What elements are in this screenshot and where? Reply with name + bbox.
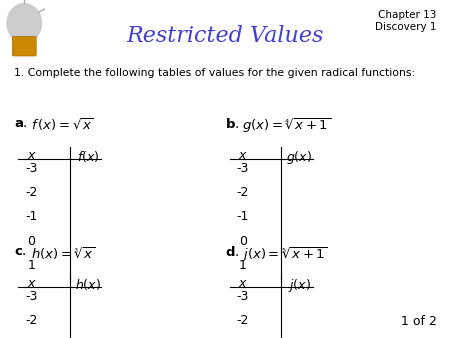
Text: $f(x)$: $f(x)$: [76, 149, 99, 164]
Text: $x$: $x$: [238, 149, 248, 162]
Text: $\mathbf{b}$.: $\mathbf{b}$.: [225, 117, 239, 130]
Text: -3: -3: [237, 290, 249, 303]
Text: -2: -2: [237, 314, 249, 327]
Text: -1: -1: [25, 210, 38, 223]
Text: Chapter 13
Discovery 1: Chapter 13 Discovery 1: [375, 10, 436, 32]
Text: 1: 1: [27, 259, 36, 272]
Text: $h(x)$: $h(x)$: [75, 277, 101, 292]
Text: $f\,(x) = \sqrt{x}$: $f\,(x) = \sqrt{x}$: [31, 117, 94, 134]
Text: 1: 1: [239, 259, 247, 272]
Text: 1. Complete the following tables of values for the given radical functions:: 1. Complete the following tables of valu…: [14, 68, 414, 78]
Text: $g(x)$: $g(x)$: [286, 149, 312, 166]
Text: -2: -2: [25, 186, 38, 199]
Text: $x$: $x$: [27, 149, 36, 162]
Text: -3: -3: [25, 290, 38, 303]
Text: 0: 0: [239, 235, 247, 247]
Text: -2: -2: [237, 186, 249, 199]
Text: -3: -3: [237, 162, 249, 174]
Text: -3: -3: [25, 162, 38, 174]
Text: $\mathbf{c}$.: $\mathbf{c}$.: [14, 245, 27, 258]
FancyBboxPatch shape: [13, 37, 36, 56]
Text: -1: -1: [237, 210, 249, 223]
Text: 0: 0: [27, 235, 36, 247]
Text: 1 of 2: 1 of 2: [400, 315, 436, 328]
Text: $j(x)$: $j(x)$: [288, 277, 311, 294]
Circle shape: [7, 4, 41, 43]
Text: $x$: $x$: [238, 277, 248, 290]
Text: $g(x) = \sqrt[4]{x+1}$: $g(x) = \sqrt[4]{x+1}$: [242, 117, 331, 136]
Text: $\mathbf{a}$.: $\mathbf{a}$.: [14, 117, 27, 129]
Text: $x$: $x$: [27, 277, 36, 290]
Text: $h(x) = \sqrt[3]{x}$: $h(x) = \sqrt[3]{x}$: [31, 245, 95, 262]
Text: -2: -2: [25, 314, 38, 327]
Text: $\mathbf{d}$.: $\mathbf{d}$.: [225, 245, 239, 259]
Text: Restricted Values: Restricted Values: [126, 25, 324, 47]
Text: $j(x) = \sqrt[5]{x+1}$: $j(x) = \sqrt[5]{x+1}$: [242, 245, 328, 264]
